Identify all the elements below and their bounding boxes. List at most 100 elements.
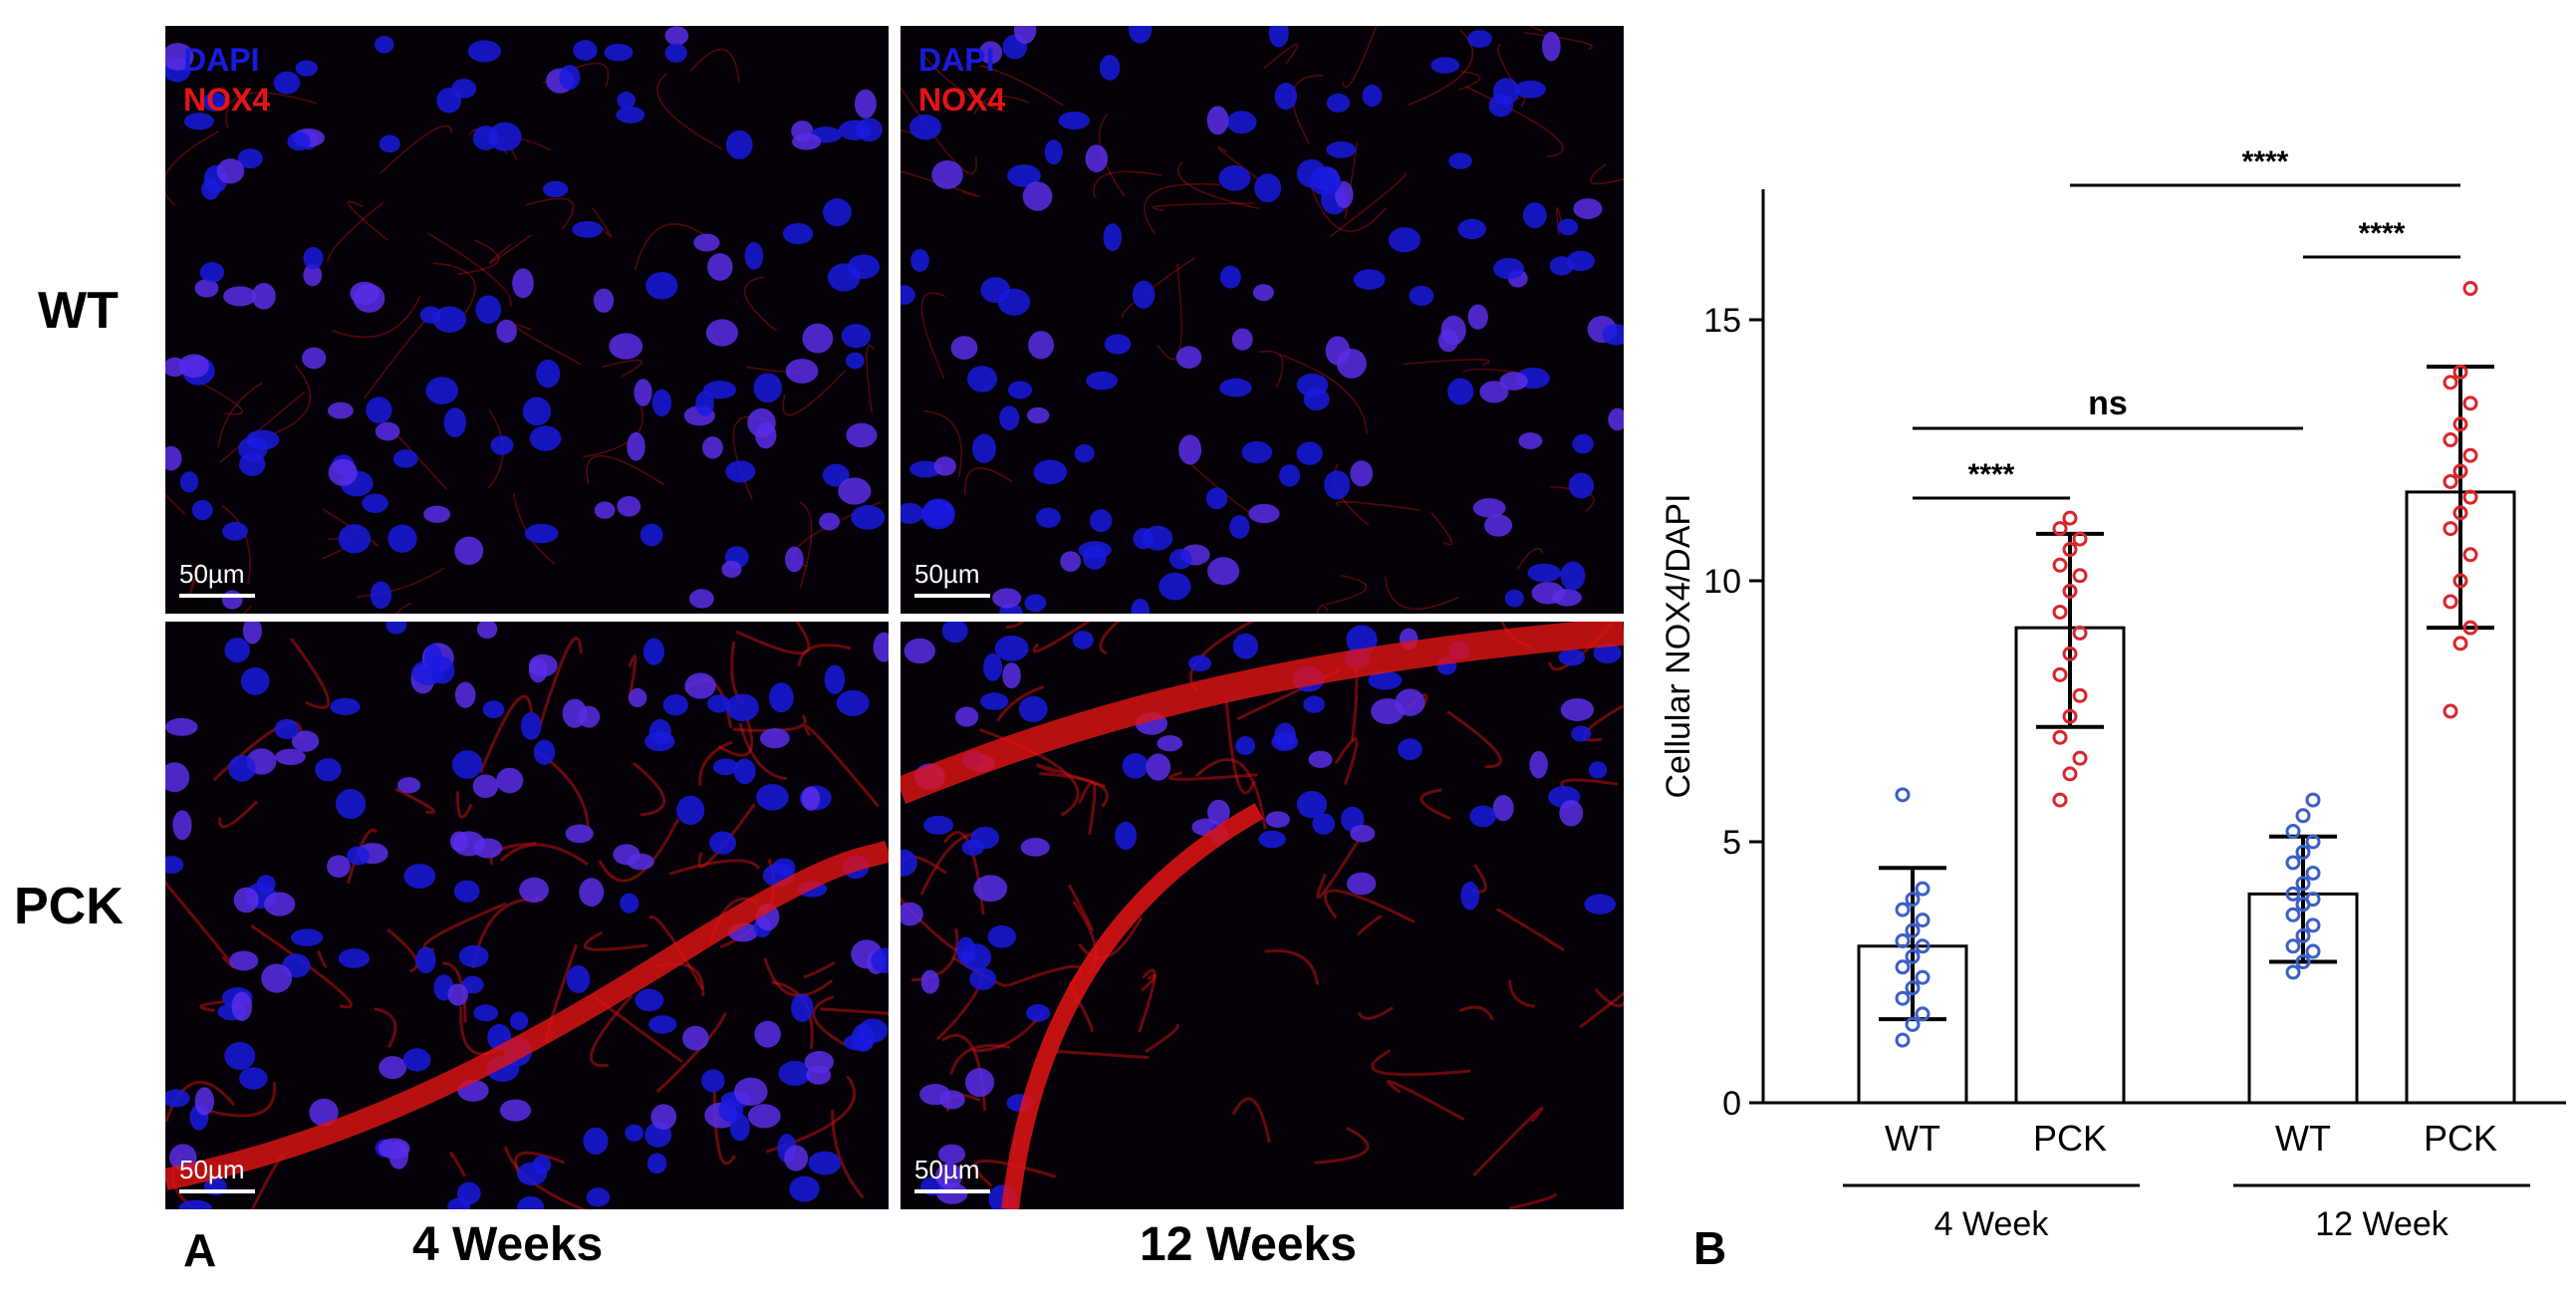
scale-bar-line	[914, 594, 990, 598]
dapi-nucleus	[1207, 106, 1229, 134]
dapi-nucleus	[393, 449, 418, 468]
dapi-nucleus	[1073, 631, 1094, 649]
stain-label-nox4: NOX4	[183, 80, 270, 120]
dapi-nucleus	[1569, 473, 1594, 499]
dapi-nucleus	[1363, 85, 1383, 107]
dapi-nucleus	[192, 500, 213, 520]
dapi-nucleus	[956, 937, 975, 964]
nox4-signal	[457, 791, 471, 817]
dapi-nucleus	[328, 402, 354, 419]
dapi-nucleus	[264, 892, 295, 915]
data-point	[1917, 883, 1929, 895]
y-tick-label: 10	[1703, 563, 1741, 601]
stain-label-dapi: DAPI	[918, 40, 1005, 80]
dapi-nucleus	[380, 135, 400, 153]
nox4-signal	[799, 646, 851, 666]
dapi-nucleus	[1410, 286, 1434, 306]
dapi-nucleus	[648, 1015, 676, 1033]
dapi-nucleus	[665, 43, 687, 62]
dapi-nucleus	[424, 644, 443, 672]
dapi-nucleus	[846, 353, 865, 370]
nox4-signal	[690, 49, 739, 82]
dapi-nucleus	[634, 379, 651, 406]
dapi-nucleus	[583, 1128, 608, 1155]
dapi-nucleus	[1008, 381, 1032, 398]
nox4-signal	[526, 198, 574, 228]
col-label-12-weeks: 12 Weeks	[1140, 1217, 1357, 1272]
dapi-nucleus	[329, 459, 358, 486]
dapi-nucleus	[839, 121, 871, 140]
nox4-signal	[1459, 1007, 1492, 1020]
dapi-nucleus	[951, 336, 978, 360]
significance-label: ns	[2088, 385, 2128, 422]
dapi-nucleus	[302, 348, 326, 370]
dapi-nucleus	[1248, 504, 1279, 523]
dapi-nucleus	[543, 181, 568, 197]
dapi-nucleus	[517, 1196, 545, 1209]
dapi-nucleus	[734, 1078, 768, 1106]
stain-label-dapi: DAPI	[183, 40, 270, 80]
nox4-signal	[1169, 773, 1257, 780]
y-axis-label: Cellular NOX4/DAPI	[1660, 493, 1697, 798]
dapi-nucleus	[998, 289, 1030, 316]
dapi-nucleus	[525, 524, 559, 544]
dapi-nucleus	[1584, 894, 1616, 913]
dapi-nucleus	[942, 622, 968, 643]
dapi-nucleus	[617, 496, 641, 517]
dapi-nucleus	[452, 750, 483, 779]
dapi-nucleus	[454, 537, 483, 565]
dapi-nucleus	[791, 994, 814, 1022]
dapi-nucleus	[379, 1138, 410, 1159]
dapi-nucleus	[1527, 564, 1561, 583]
dapi-nucleus	[165, 718, 197, 736]
scale-bar: 50µm	[914, 559, 990, 598]
data-point	[2074, 570, 2086, 582]
nox4-signal	[669, 861, 759, 874]
dapi-nucleus	[1274, 722, 1296, 750]
nox4-signal	[501, 845, 588, 865]
dapi-nucleus	[605, 44, 634, 62]
nox4-signal	[745, 277, 776, 331]
dapi-nucleus	[229, 951, 258, 971]
dapi-nucleus	[387, 525, 416, 553]
nox4-signal	[1315, 1128, 1368, 1163]
dapi-nucleus	[347, 846, 370, 865]
nox4-signal	[457, 240, 498, 274]
dapi-nucleus	[239, 1067, 268, 1089]
group-label: 4 Week	[1934, 1205, 2050, 1243]
dapi-nucleus	[523, 397, 551, 426]
dapi-nucleus	[534, 739, 555, 764]
row-label-wt: WT	[38, 281, 119, 341]
tissue-texture	[165, 26, 889, 614]
dapi-nucleus	[676, 796, 704, 825]
dapi-nucleus	[848, 254, 880, 279]
dapi-nucleus	[652, 390, 671, 416]
nox4-signal	[1517, 97, 1524, 107]
dapi-nucleus	[702, 436, 723, 458]
dapi-nucleus	[1559, 649, 1586, 665]
dapi-nucleus	[756, 784, 789, 811]
group-label: 12 Week	[2315, 1205, 2449, 1243]
significance-label: ****	[1968, 458, 2015, 491]
nox4-signal	[265, 366, 310, 436]
dapi-nucleus	[529, 657, 548, 682]
dapi-nucleus	[1254, 173, 1281, 202]
data-point	[2464, 397, 2476, 409]
data-point	[2445, 475, 2456, 487]
dapi-nucleus	[1395, 688, 1424, 716]
dapi-nucleus	[1023, 181, 1053, 210]
dapi-nucleus	[1129, 26, 1153, 44]
dapi-nucleus	[1258, 831, 1285, 848]
dapi-nucleus	[1059, 112, 1090, 130]
dapi-nucleus	[1447, 379, 1473, 405]
dapi-nucleus	[1389, 227, 1420, 252]
dapi-nucleus	[261, 963, 292, 992]
dapi-nucleus	[468, 40, 501, 62]
dapi-nucleus	[842, 324, 872, 348]
dapi-nucleus	[1207, 557, 1239, 585]
nox4-signal	[585, 932, 647, 949]
nox4-signal	[1265, 950, 1318, 984]
dapi-nucleus	[1133, 281, 1156, 309]
dapi-nucleus	[1275, 83, 1297, 110]
dapi-nucleus	[837, 690, 870, 716]
